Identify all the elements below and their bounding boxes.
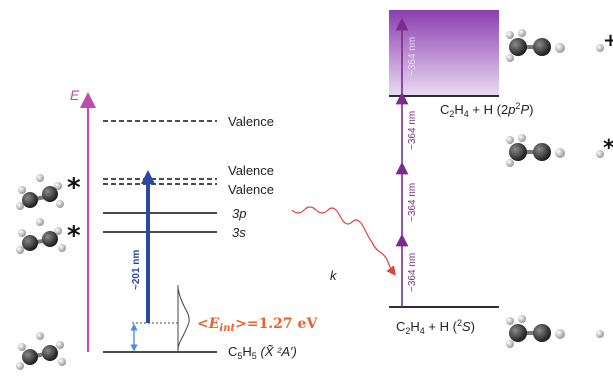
rate-constant-label: k (330, 268, 338, 283)
energy-axis-label: E (70, 87, 80, 103)
photon-label-1: ~364 nm (407, 253, 418, 292)
photon-label-3: ~364 nm (407, 111, 418, 150)
internal-energy-distribution (177, 287, 190, 351)
rydberg-3p-label: 3p (232, 206, 246, 221)
lower-dissociation-label: C2H4 + H (2S) (396, 318, 475, 336)
valence-label-mid: Valence (228, 163, 274, 178)
excited-marker-upper: * (67, 173, 81, 203)
continuum-band (389, 10, 499, 96)
h-atom-excited-marker: * (603, 136, 613, 161)
excitation-wavelength-label: ~201 nm (131, 250, 142, 290)
ethyl-molecule-middle (16, 218, 66, 254)
ethylene-h-upper (506, 29, 604, 62)
rydberg-3s-label: 3s (232, 225, 246, 240)
ground-state-label: C5H5 (X̃ ²A′) (228, 344, 297, 361)
valence-label-top: Valence (228, 114, 274, 129)
internal-energy-label: <Eint>=1.27 eV (197, 316, 318, 334)
h-atom-plus-marker: + (603, 30, 613, 51)
photon-label-2: ~364 nm (407, 183, 418, 222)
ethylene-h-middle (506, 134, 604, 167)
decay-wavy-arrow (291, 206, 396, 276)
ethylene-h-lower (506, 315, 604, 348)
valence-label-low: Valence (228, 182, 274, 197)
photon-label-4: ~364 nm (407, 37, 418, 76)
ethyl-molecule-ground (16, 332, 66, 370)
ethyl-molecule-upper (16, 174, 64, 210)
excitation-arrowhead (141, 170, 155, 184)
excited-marker-middle: * (67, 221, 81, 251)
upper-dissociation-label: C2H4 + H (2p2P) (440, 101, 533, 119)
